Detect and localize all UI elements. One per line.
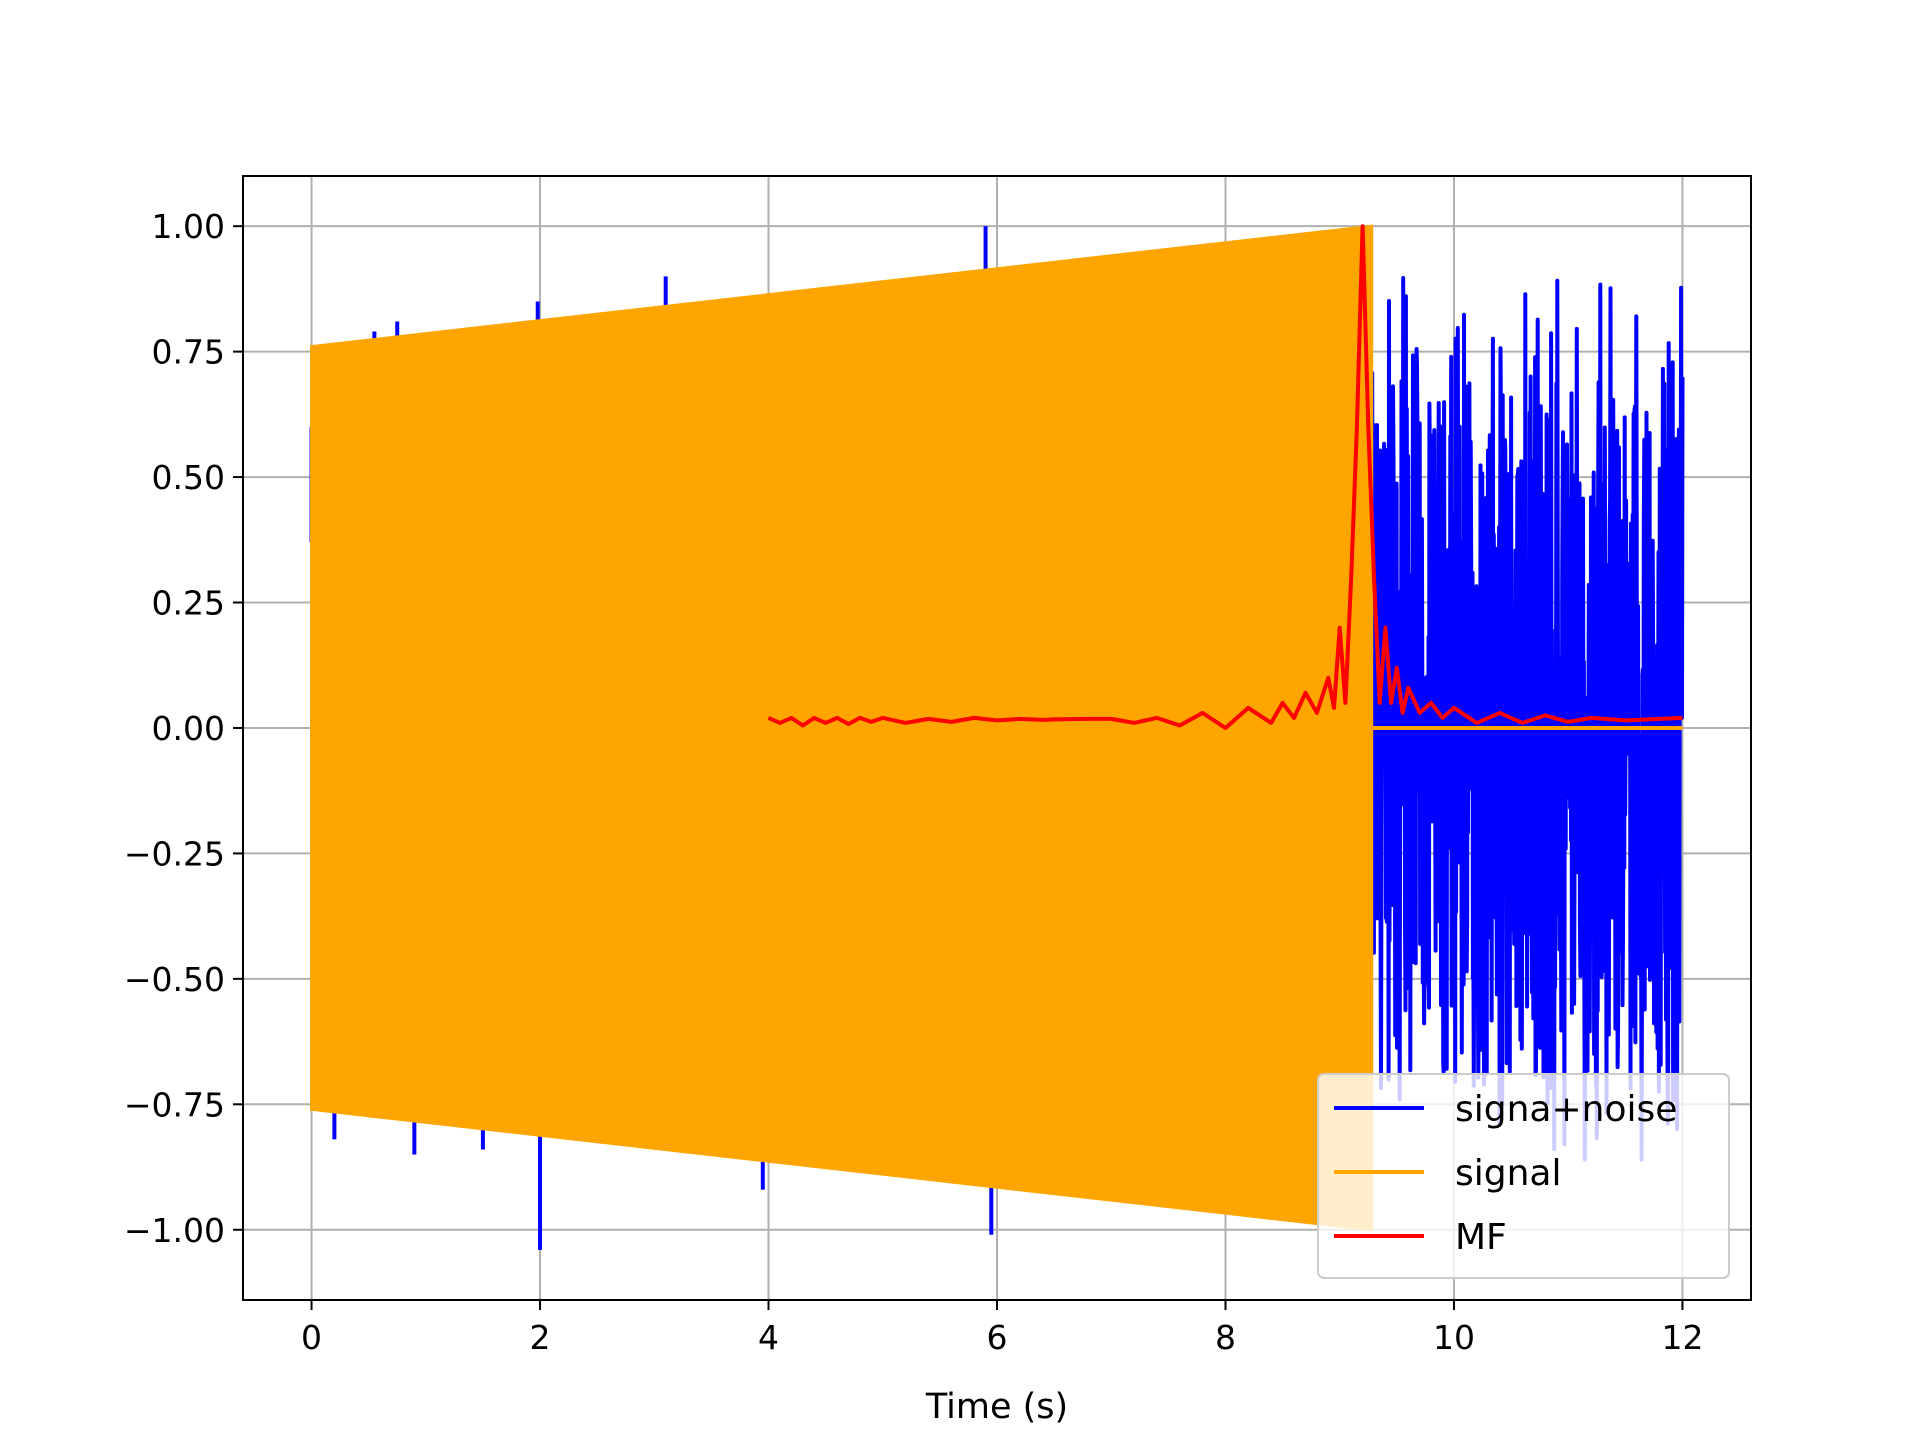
legend-label-signal-noise: signa+noise [1455,1089,1677,1130]
legend-label-mf: MF [1455,1217,1507,1258]
ticks: 0 2 4 6 8 10 12 1.00 0.75 0.50 0.25 0.00 −0.25 −0.50 −… [124,207,1704,1357]
y-tick-label: −0.25 [124,834,225,873]
y-tick-label: −1.00 [124,1211,225,1250]
y-tick-label: 0.50 [152,458,225,497]
series-layer [309,224,1685,1250]
x-tick-label: 10 [1433,1318,1475,1357]
series-mf [767,224,1683,730]
noise-trace [1369,276,1685,1162]
x-tick-label: 12 [1661,1318,1703,1357]
y-tick-label: 0.25 [152,584,225,623]
y-tick-label: −0.75 [124,1085,225,1124]
y-tick-label: 1.00 [152,207,225,246]
legend-label-signal: signal [1455,1153,1562,1194]
legend: signa+noise signal MF [1317,1073,1730,1279]
mf-trace [767,224,1683,730]
x-tick-label: 6 [987,1318,1008,1357]
y-tick-label: −0.50 [124,960,225,999]
x-tick-label: 4 [758,1318,779,1357]
y-tick-label: 0.00 [152,709,225,748]
y-tick-label: 0.75 [152,333,225,372]
x-tick-label: 8 [1215,1318,1236,1357]
x-tick-label: 0 [301,1318,322,1357]
signal-envelope [310,224,1374,1232]
x-tick-label: 2 [530,1318,551,1357]
x-axis-title: Time (s) [925,1387,1068,1427]
legend-box [1317,1073,1730,1279]
